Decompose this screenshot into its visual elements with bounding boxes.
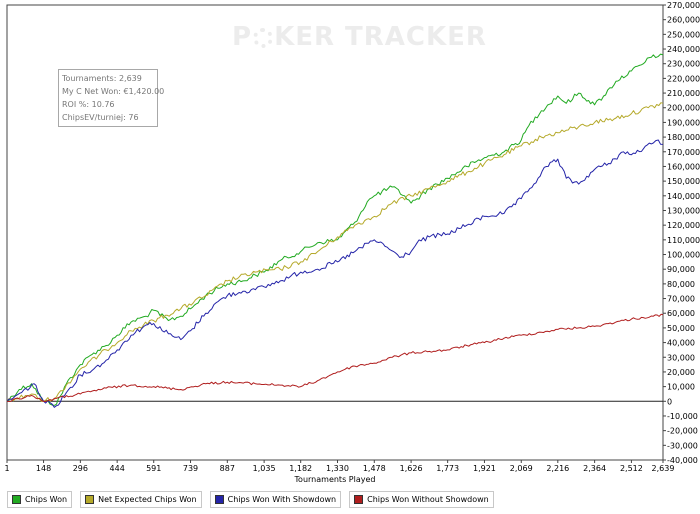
y-tick-label: 30,000	[667, 353, 695, 362]
x-tick-label: 2,069	[510, 464, 533, 473]
legend-label: Chips Won	[25, 495, 68, 504]
x-axis-title: Tournaments Played	[294, 475, 376, 484]
y-tick-label: 220,000	[667, 74, 700, 83]
legend-label: Chips Won With Showdown	[227, 495, 337, 504]
x-tick-label: 1,478	[363, 464, 386, 473]
plot-area	[6, 4, 664, 461]
pokertracker-watermark: P KER TRACKER	[232, 22, 487, 52]
poker-chip-icon	[253, 27, 274, 48]
y-tick-label: 250,000	[667, 30, 700, 39]
x-tick-label: 2,216	[546, 464, 569, 473]
y-tick-label: 150,000	[667, 177, 700, 186]
legend-swatch	[85, 495, 95, 504]
y-tick-label: 140,000	[667, 192, 700, 201]
x-tick-label: 1,921	[473, 464, 496, 473]
x-tick-label: 296	[73, 464, 88, 473]
y-tick-label: 0	[667, 397, 672, 406]
y-tick-label: 40,000	[667, 339, 695, 348]
chart-legend: Chips Won Net Expected Chips Won Chips Won…	[7, 491, 502, 508]
y-tick-label: 270,000	[667, 1, 700, 10]
series-line-chips-won-without-showdown	[6, 313, 664, 402]
x-tick-label: 2,512	[620, 464, 643, 473]
y-tick-label: 80,000	[667, 280, 695, 289]
y-tick-label: 260,000	[667, 16, 700, 25]
series-line-net-expected-chips-won	[6, 102, 664, 402]
x-tick-label: 2,639	[652, 464, 675, 473]
x-tick-label: 739	[183, 464, 198, 473]
y-axis: -40,000 -30,000 -20,000 -10,000 0 10,000 20,00…	[663, 1, 700, 465]
x-tick-label: 444	[110, 464, 125, 473]
x-tick-label: 591	[146, 464, 161, 473]
stat-chips-ev: ChipsEV/turniej: 76	[62, 113, 139, 122]
y-tick-label: 200,000	[667, 104, 700, 113]
y-tick-label: -40,000	[667, 456, 698, 465]
y-tick-label: 100,000	[667, 251, 700, 260]
legend-item[interactable]: Chips Won Without Showdown	[349, 491, 494, 508]
y-tick-label: 120,000	[667, 221, 700, 230]
x-tick-label: 1	[4, 464, 9, 473]
legend-label: Net Expected Chips Won	[98, 495, 197, 504]
y-tick-label: 160,000	[667, 162, 700, 171]
x-tick-label: 148	[36, 464, 51, 473]
series-line-chips-won-with-showdown	[6, 139, 664, 408]
y-tick-label: 240,000	[667, 45, 700, 54]
x-tick-label: 2,364	[583, 464, 606, 473]
stat-tournaments: Tournaments: 2,639	[62, 74, 142, 83]
y-tick-label: 130,000	[667, 206, 700, 215]
y-tick-label: 230,000	[667, 60, 700, 69]
x-tick-label: 887	[220, 464, 235, 473]
profit-line-chart: -40,000 -30,000 -20,000 -10,000 0 10,000 20,00…	[4, 1, 700, 484]
legend-swatch	[214, 495, 224, 504]
y-tick-label: 170,000	[667, 148, 700, 157]
stat-roi: ROI %: 10.76	[62, 100, 115, 109]
y-tick-label: 210,000	[667, 89, 700, 98]
y-tick-label: -10,000	[667, 412, 698, 421]
x-tick-label: 1,626	[400, 464, 423, 473]
y-tick-label: -30,000	[667, 441, 698, 450]
x-tick-label: 1,182	[289, 464, 312, 473]
x-tick-label: 1,773	[436, 464, 459, 473]
legend-label: Chips Won Without Showdown	[367, 495, 489, 504]
y-tick-label: 50,000	[667, 324, 695, 333]
legend-item[interactable]: Chips Won	[7, 491, 73, 508]
legend-swatch	[354, 495, 364, 504]
x-tick-label: 1,330	[326, 464, 349, 473]
y-tick-label: 180,000	[667, 133, 700, 142]
stat-net-won: My C Net Won: €1,420.00	[62, 87, 165, 96]
y-tick-label: 90,000	[667, 265, 695, 274]
legend-swatch	[12, 495, 21, 504]
y-tick-label: 110,000	[667, 236, 700, 245]
y-tick-label: 70,000	[667, 295, 695, 304]
series-layer	[6, 53, 664, 408]
y-tick-label: 190,000	[667, 118, 700, 127]
y-tick-label: 60,000	[667, 309, 695, 318]
legend-item[interactable]: Chips Won With Showdown	[209, 491, 342, 508]
y-tick-label: 20,000	[667, 368, 695, 377]
x-tick-label: 1,035	[253, 464, 276, 473]
legend-item[interactable]: Net Expected Chips Won	[80, 491, 202, 508]
x-axis: 1 148 296 444 591 739 887 1,035 1,182 1,330 1,478 1…	[4, 460, 674, 473]
stats-box: Tournaments: 2,639 My C Net Won: €1,420.…	[58, 69, 165, 127]
y-tick-label: 10,000	[667, 383, 695, 392]
y-tick-label: -20,000	[667, 427, 698, 436]
